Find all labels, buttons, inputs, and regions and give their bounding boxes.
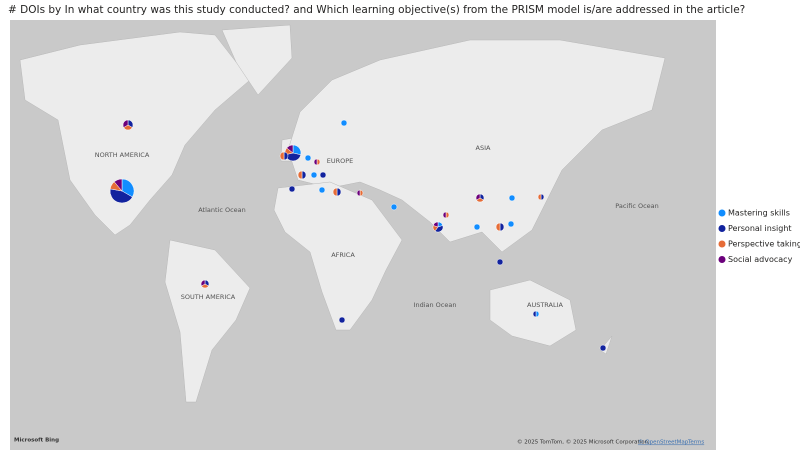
- legend-swatch: [718, 240, 726, 248]
- map-label: SOUTH AMERICA: [181, 293, 236, 301]
- pie-slice: [316, 158, 321, 166]
- pie-slice: [495, 222, 501, 232]
- map-label: Atlantic Ocean: [198, 206, 246, 214]
- pie-slice: [537, 193, 542, 201]
- pie-slice: [122, 119, 129, 128]
- map-copyright: © 2025 TomTom, © 2025 Microsoft Corporat…: [517, 439, 650, 446]
- pie-slice: [319, 171, 327, 179]
- legend-swatch: [718, 209, 726, 217]
- pie-slice: [297, 170, 303, 180]
- pie-slice: [356, 189, 361, 197]
- pie-slice: [109, 188, 133, 204]
- legend-swatch: [718, 256, 726, 263]
- pie-slice: [288, 185, 296, 193]
- legend-label: Perspective taking: [728, 240, 800, 249]
- terms-link[interactable]: Terms: [687, 440, 704, 446]
- pie-slice: [432, 221, 439, 228]
- map-label: AFRICA: [331, 251, 355, 259]
- map-label: NORTH AMERICA: [95, 151, 150, 159]
- pie-slice: [359, 189, 364, 197]
- pie-slice: [340, 119, 348, 127]
- pie-slice: [286, 144, 294, 154]
- map-label: Pacific Ocean: [615, 202, 659, 210]
- pie-slice: [445, 211, 450, 219]
- pie-slice: [535, 310, 540, 318]
- pie-slice: [442, 211, 447, 219]
- pie-slice: [532, 310, 537, 318]
- legend-label: Mastering skills: [728, 209, 790, 218]
- map-label: AUSTRALIA: [527, 301, 564, 309]
- pie-slice: [473, 223, 481, 231]
- pie-slice: [390, 203, 398, 211]
- pie-slice: [475, 193, 481, 201]
- chart-title: # DOIs by In what country was this study…: [8, 4, 746, 16]
- map-label: EUROPE: [327, 157, 354, 165]
- osm-link[interactable]: © OpenStreetMap: [638, 439, 689, 446]
- pie-slice: [540, 193, 545, 201]
- pie-slice: [313, 158, 318, 166]
- pie-slice: [496, 258, 504, 266]
- pie-slice: [113, 178, 123, 192]
- pie-slice: [304, 154, 312, 162]
- pie-slice: [338, 316, 346, 324]
- pie-slice: [507, 220, 515, 228]
- map-label: ASIA: [476, 144, 491, 152]
- map-brand: Microsoft Bing: [14, 438, 59, 444]
- pie-slice: [318, 186, 326, 194]
- pie-slice: [332, 187, 338, 197]
- pie-slice: [200, 279, 206, 287]
- legend-swatch: [718, 225, 726, 232]
- pie-slice: [599, 344, 607, 352]
- map-label: Indian Ocean: [414, 301, 457, 309]
- pie-slice: [508, 194, 516, 202]
- pie-slice: [310, 171, 318, 179]
- legend-label: Social advocacy: [728, 255, 793, 264]
- pie-slice: [279, 151, 285, 161]
- legend-label: Personal insight: [728, 224, 792, 233]
